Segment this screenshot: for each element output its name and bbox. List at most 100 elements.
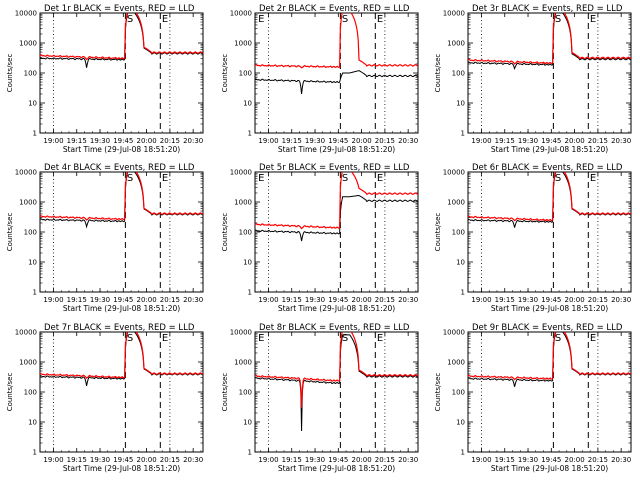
- x-axis-label: Start Time (29-Jul-08 18:51:20): [491, 304, 608, 313]
- x-tick-label: 19:15: [495, 456, 515, 464]
- y-tick-label: 1000: [19, 359, 37, 367]
- x-axis-label: Start Time (29-Jul-08 18:51:20): [491, 145, 608, 154]
- y-tick-label: 100: [452, 229, 465, 237]
- y-tick-label: 10000: [230, 169, 252, 177]
- x-tick-label: 19:45: [113, 137, 133, 145]
- x-tick-label: 20:30: [183, 137, 203, 145]
- x-tick-label: 19:00: [258, 137, 278, 145]
- y-tick-label: 10000: [230, 10, 252, 18]
- x-tick-label: 19:15: [67, 456, 87, 464]
- y-tick-label: 10: [28, 419, 37, 427]
- x-tick-label: 20:00: [137, 137, 157, 145]
- x-axis-label: Start Time (29-Jul-08 18:51:20): [278, 304, 395, 313]
- series-line-red: [40, 13, 203, 61]
- x-tick-label: 19:45: [541, 296, 561, 304]
- panel-title: Det 3r BLACK = Events, RED = LLD: [472, 4, 623, 14]
- y-tick-label: 10: [28, 100, 37, 108]
- interval-marker-e: E: [162, 173, 168, 184]
- x-tick-label: 20:15: [588, 296, 608, 304]
- plot-frame: [39, 12, 204, 134]
- panel-title: Det 9r BLACK = Events, RED = LLD: [472, 323, 623, 333]
- y-tick-label: 100: [24, 70, 37, 78]
- x-tick-label: 19:15: [282, 137, 302, 145]
- panel-title: Det 5r BLACK = Events, RED = LLD: [259, 163, 410, 173]
- x-tick-label: 20:15: [588, 456, 608, 464]
- panel-title: Det 2r BLACK = Events, RED = LLD: [259, 4, 410, 14]
- plot-frame: [39, 331, 204, 453]
- interval-marker-e: E: [258, 14, 264, 25]
- y-axis-label: Counts/sec: [434, 54, 442, 93]
- y-tick-label: 10000: [15, 329, 37, 337]
- y-tick-label: 1: [33, 449, 37, 457]
- series-line-red: [468, 172, 631, 222]
- x-tick-label: 19:00: [258, 296, 278, 304]
- x-tick-label: 20:30: [398, 137, 418, 145]
- y-axis-label: Counts/sec: [434, 373, 442, 412]
- y-tick-label: 100: [452, 70, 465, 78]
- detector-panel-9: Det 9r BLACK = Events, RED = LLD 1 10 100 10…: [434, 323, 632, 473]
- x-tick-label: 19:15: [67, 137, 87, 145]
- y-tick-label: 1: [248, 130, 252, 138]
- y-tick-label: 1: [248, 289, 252, 297]
- panel-title: Det 1r BLACK = Events, RED = LLD: [44, 4, 195, 14]
- x-tick-label: 19:45: [541, 137, 561, 145]
- series-line-black: [255, 194, 418, 242]
- series-line-black: [255, 334, 418, 432]
- interval-marker-s: S: [342, 14, 348, 25]
- x-tick-label: 20:15: [160, 456, 180, 464]
- x-tick-label: 20:15: [375, 137, 395, 145]
- x-tick-label: 20:30: [398, 456, 418, 464]
- interval-marker-e: E: [377, 173, 383, 184]
- interval-marker-e: E: [162, 14, 168, 25]
- x-tick-label: 19:00: [43, 137, 63, 145]
- series-line-black: [255, 70, 418, 95]
- y-axis-label: Counts/sec: [6, 54, 14, 93]
- x-tick-label: 20:30: [183, 296, 203, 304]
- x-tick-label: 20:00: [352, 456, 372, 464]
- interval-marker-s: S: [342, 333, 348, 344]
- y-tick-label: 10: [28, 259, 37, 267]
- x-tick-label: 19:00: [471, 296, 491, 304]
- panel-title: Det 4r BLACK = Events, RED = LLD: [44, 163, 195, 173]
- x-tick-label: 19:15: [495, 296, 515, 304]
- series-line-red: [255, 13, 418, 69]
- x-tick-label: 19:45: [541, 456, 561, 464]
- interval-marker-e: E: [258, 333, 264, 344]
- detector-panel-6: Det 6r BLACK = Events, RED = LLD 1 10 100 10…: [434, 163, 632, 313]
- x-tick-label: 20:30: [611, 137, 631, 145]
- x-tick-label: 19:30: [305, 456, 325, 464]
- interval-marker-s: S: [555, 333, 561, 344]
- x-tick-label: 19:00: [43, 456, 63, 464]
- interval-marker-e: E: [590, 14, 596, 25]
- y-tick-label: 10000: [230, 329, 252, 337]
- y-tick-label: 100: [24, 389, 37, 397]
- x-tick-label: 19:30: [90, 296, 110, 304]
- x-tick-label: 20:30: [398, 296, 418, 304]
- detector-panel-8: Det 8r BLACK = Events, RED = LLD 1 10 100 10…: [221, 323, 419, 473]
- x-tick-label: 20:30: [611, 456, 631, 464]
- x-tick-label: 20:15: [588, 137, 608, 145]
- y-tick-label: 1000: [234, 40, 252, 48]
- series-line-red: [255, 332, 418, 408]
- y-tick-label: 1000: [447, 359, 465, 367]
- x-tick-label: 20:15: [160, 137, 180, 145]
- x-tick-label: 19:15: [282, 296, 302, 304]
- x-tick-label: 19:30: [518, 456, 538, 464]
- panel-title: Det 7r BLACK = Events, RED = LLD: [44, 323, 195, 333]
- x-tick-label: 19:30: [518, 137, 538, 145]
- x-tick-label: 20:00: [565, 296, 585, 304]
- x-tick-label: 20:00: [565, 137, 585, 145]
- x-tick-label: 20:00: [352, 137, 372, 145]
- series-line-black: [40, 13, 203, 68]
- series-line-red: [255, 172, 418, 230]
- interval-marker-s: S: [555, 14, 561, 25]
- interval-marker-s: S: [127, 14, 133, 25]
- interval-marker-e: E: [590, 173, 596, 184]
- x-tick-label: 19:30: [305, 296, 325, 304]
- x-tick-label: 20:30: [183, 456, 203, 464]
- plot-frame: [254, 12, 419, 134]
- y-axis-label: Counts/sec: [221, 373, 229, 412]
- plot-frame: [467, 171, 632, 293]
- y-axis-label: Counts/sec: [6, 213, 14, 252]
